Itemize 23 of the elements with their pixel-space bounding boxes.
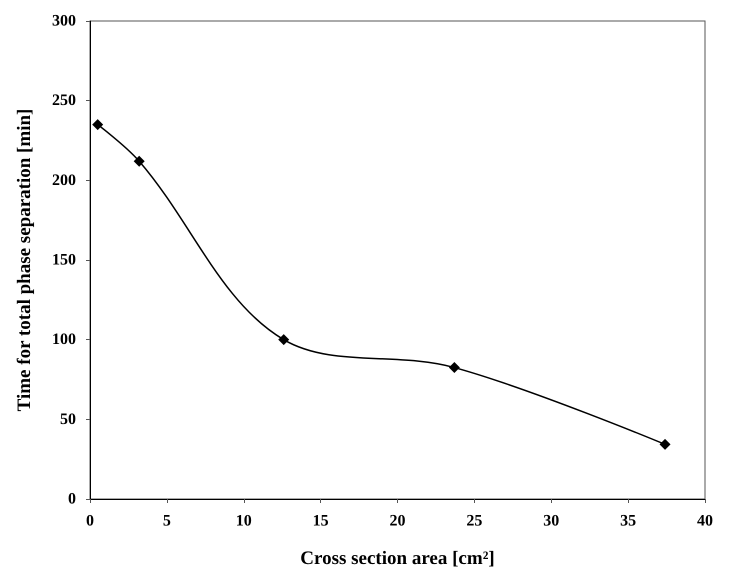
x-tick-label: 20 — [390, 512, 406, 530]
x-tick-label: 5 — [162, 512, 171, 530]
x-tick-label: 40 — [697, 512, 713, 530]
y-tick-label: 0 — [68, 490, 76, 508]
y-tick-label: 100 — [52, 331, 76, 348]
x-tick-label: 0 — [86, 512, 94, 530]
y-axis-title: Time for total phase separation [min] — [14, 108, 35, 412]
x-tick-label: 10 — [236, 512, 252, 530]
y-tick-label: 250 — [52, 92, 76, 110]
x-tick-label: 25 — [466, 512, 482, 530]
x-tick-label: 30 — [543, 512, 560, 530]
y-tick-label: 150 — [52, 252, 76, 268]
point — [278, 334, 290, 346]
y-tick-label: 200 — [52, 172, 76, 189]
x-axis-title: Cross section area [cm²] — [300, 548, 495, 569]
x-tick-label: 35 — [620, 512, 636, 530]
y-tick-label: 50 — [60, 410, 76, 428]
point — [660, 438, 671, 450]
x-tick-label: 15 — [312, 512, 329, 530]
point — [448, 362, 460, 374]
point — [134, 156, 145, 167]
y-tick-label: 300 — [52, 12, 76, 30]
point — [92, 119, 104, 130]
